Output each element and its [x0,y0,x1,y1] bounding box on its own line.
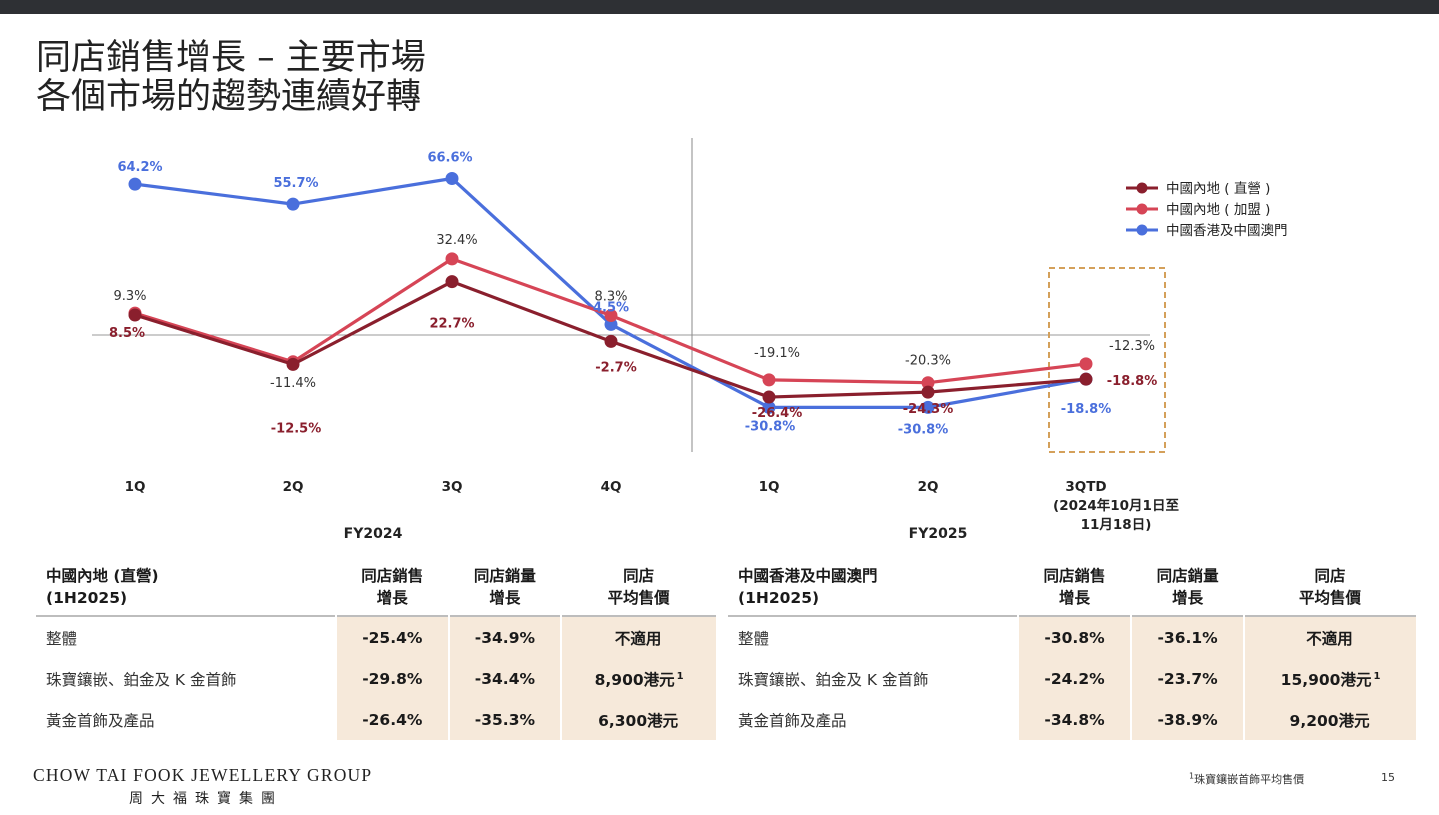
line-chart: 8.5% -12.5% 22.7% -2.7% -26.4% -24.3% -18.8% 9.… [92,138,1288,542]
table-hk-macau: 中國香港及中國澳門 (1H2025) 同店銷售 增長 同店銷量 增長 同店 平均售價 … [728,565,1416,740]
data-label-s1-4: -19.1% [754,346,800,361]
x-tick-label-5: 2Q [918,479,939,495]
data-label-s2-3: 4.5% [593,300,629,315]
data-point-s0-5 [921,385,935,399]
data-point-s1-2 [445,252,459,266]
data-label-s2-0: 64.2% [117,160,162,175]
col-header-sales-growth: 同店銷售 增長 [1043,567,1106,607]
col-header-volume-growth: 同店銷量 增長 [1156,567,1219,607]
data-label-s0-1: -12.5% [271,421,322,436]
data-point-s2-2 [445,171,459,185]
data-label-s0-0: 8.5% [109,326,145,341]
table-header-market: 中國香港及中國澳門 (1H2025) [738,567,878,607]
data-point-s0-6 [1079,372,1093,386]
data-label-s1-0: 9.3% [113,289,146,304]
fiscal-group-label-0: FY2024 [344,526,403,542]
x-tick-label-3: 4Q [601,479,622,495]
data-point-s2-0 [128,177,142,191]
data-point-s0-1 [286,357,300,371]
x-tick-label-0: 1Q [125,479,146,495]
data-label-s0-2: 22.7% [429,317,474,332]
data-label-s0-4: -26.4% [752,406,803,421]
col-header-sales-growth: 同店銷售 增長 [361,567,424,607]
page-number: 15 [1381,771,1395,784]
data-point-s1-6 [1079,357,1093,371]
data-label-s0-5: -24.3% [903,402,954,417]
x-tick-label-2: 3Q [442,479,463,495]
table-row: 珠寶鑲嵌、鉑金及 K 金首飾 -29.8% -34.4% 8,900港元 1 [36,658,716,699]
legend-label-1: 中國內地 ( 加盟 ) [1166,202,1270,218]
col-header-asp: 同店 平均售價 [1299,567,1362,607]
data-label-s2-4: -30.8% [745,419,796,434]
legend-label-2: 中國香港及中國澳門 [1166,223,1288,239]
data-point-s2-3 [604,317,618,331]
data-point-s2-4 [762,400,776,414]
company-logo-english: CHOW TAI FOOK JEWELLERY GROUP [33,765,373,785]
data-label-s2-6: -18.8% [1061,402,1112,417]
legend-marker-1 [1136,203,1148,215]
table-row: 黃金首飾及產品 -26.4% -35.3% 6,300港元 [36,699,716,740]
fiscal-group-label-1: FY2025 [909,526,968,542]
data-point-s0-3 [604,334,618,348]
table-row: 整體 -25.4% -34.9% 不適用 [36,616,716,658]
x-tick-label-4: 1Q [759,479,780,495]
data-point-s0-4 [762,390,776,404]
col-header-volume-growth: 同店銷量 增長 [473,567,536,607]
data-label-s2-2: 66.6% [427,150,472,165]
x-tick-label-1: 2Q [283,479,304,495]
footnote: 1珠寶鑲嵌首飾平均售價 [1189,771,1305,786]
x-tick-note-1: 11月18日) [1081,517,1152,533]
data-point-s1-4 [762,373,776,387]
data-point-s2-1 [286,197,300,211]
table-row: 黃金首飾及產品 -34.8% -38.9% 9,200港元 [728,699,1416,740]
page-subtitle: 各個市場的趨勢連續好轉 [36,77,422,117]
table-header-row: 中國香港及中國澳門 (1H2025) 同店銷售 增長 同店銷量 增長 同店 平均售價 [728,565,1416,616]
data-point-s0-0 [128,308,142,322]
table-mainland-direct: 中國內地 (直營) (1H2025) 同店銷售 增長 同店銷量 增長 同店 平均售價 … [36,565,716,740]
data-point-s1-3 [604,308,618,322]
legend-marker-2 [1136,224,1148,236]
legend-label-0: 中國內地 ( 直營 ) [1166,181,1270,197]
highlight-box-3qtd [1048,267,1166,453]
top-bar [0,0,1439,14]
legend-marker-0 [1136,182,1148,194]
page-title: 同店銷售增長 – 主要市場 [36,38,426,78]
data-label-s1-6: -12.3% [1109,339,1155,354]
data-point-s0-2 [445,275,459,289]
data-label-s0-6: -18.8% [1107,374,1158,389]
data-label-s1-5: -20.3% [905,354,951,369]
x-tick-note-0: (2024年10月1日至 [1053,497,1179,514]
col-header-asp: 同店 平均售價 [607,567,670,607]
table-header-market: 中國內地 (直營) (1H2025) [46,567,159,607]
data-point-s1-5 [921,376,935,390]
table-header-row: 中國內地 (直營) (1H2025) 同店銷售 增長 同店銷量 增長 同店 平均售價 [36,565,716,616]
data-label-s0-3: -2.7% [595,360,636,375]
data-label-s1-1: -11.4% [270,376,316,391]
data-point-s2-5 [921,400,935,414]
data-label-s1-2: 32.4% [436,233,477,248]
company-logo-chinese: 周大福珠寶集團 [129,791,283,807]
data-label-s2-1: 55.7% [273,176,318,191]
table-row: 整體 -30.8% -36.1% 不適用 [728,616,1416,658]
data-label-s2-5: -30.8% [898,422,949,437]
data-label-s1-3: 8.3% [594,289,627,304]
x-tick-label-6: 3QTD [1065,479,1106,495]
table-row: 珠寶鑲嵌、鉑金及 K 金首飾 -24.2% -23.7% 15,900港元 1 [728,658,1416,699]
